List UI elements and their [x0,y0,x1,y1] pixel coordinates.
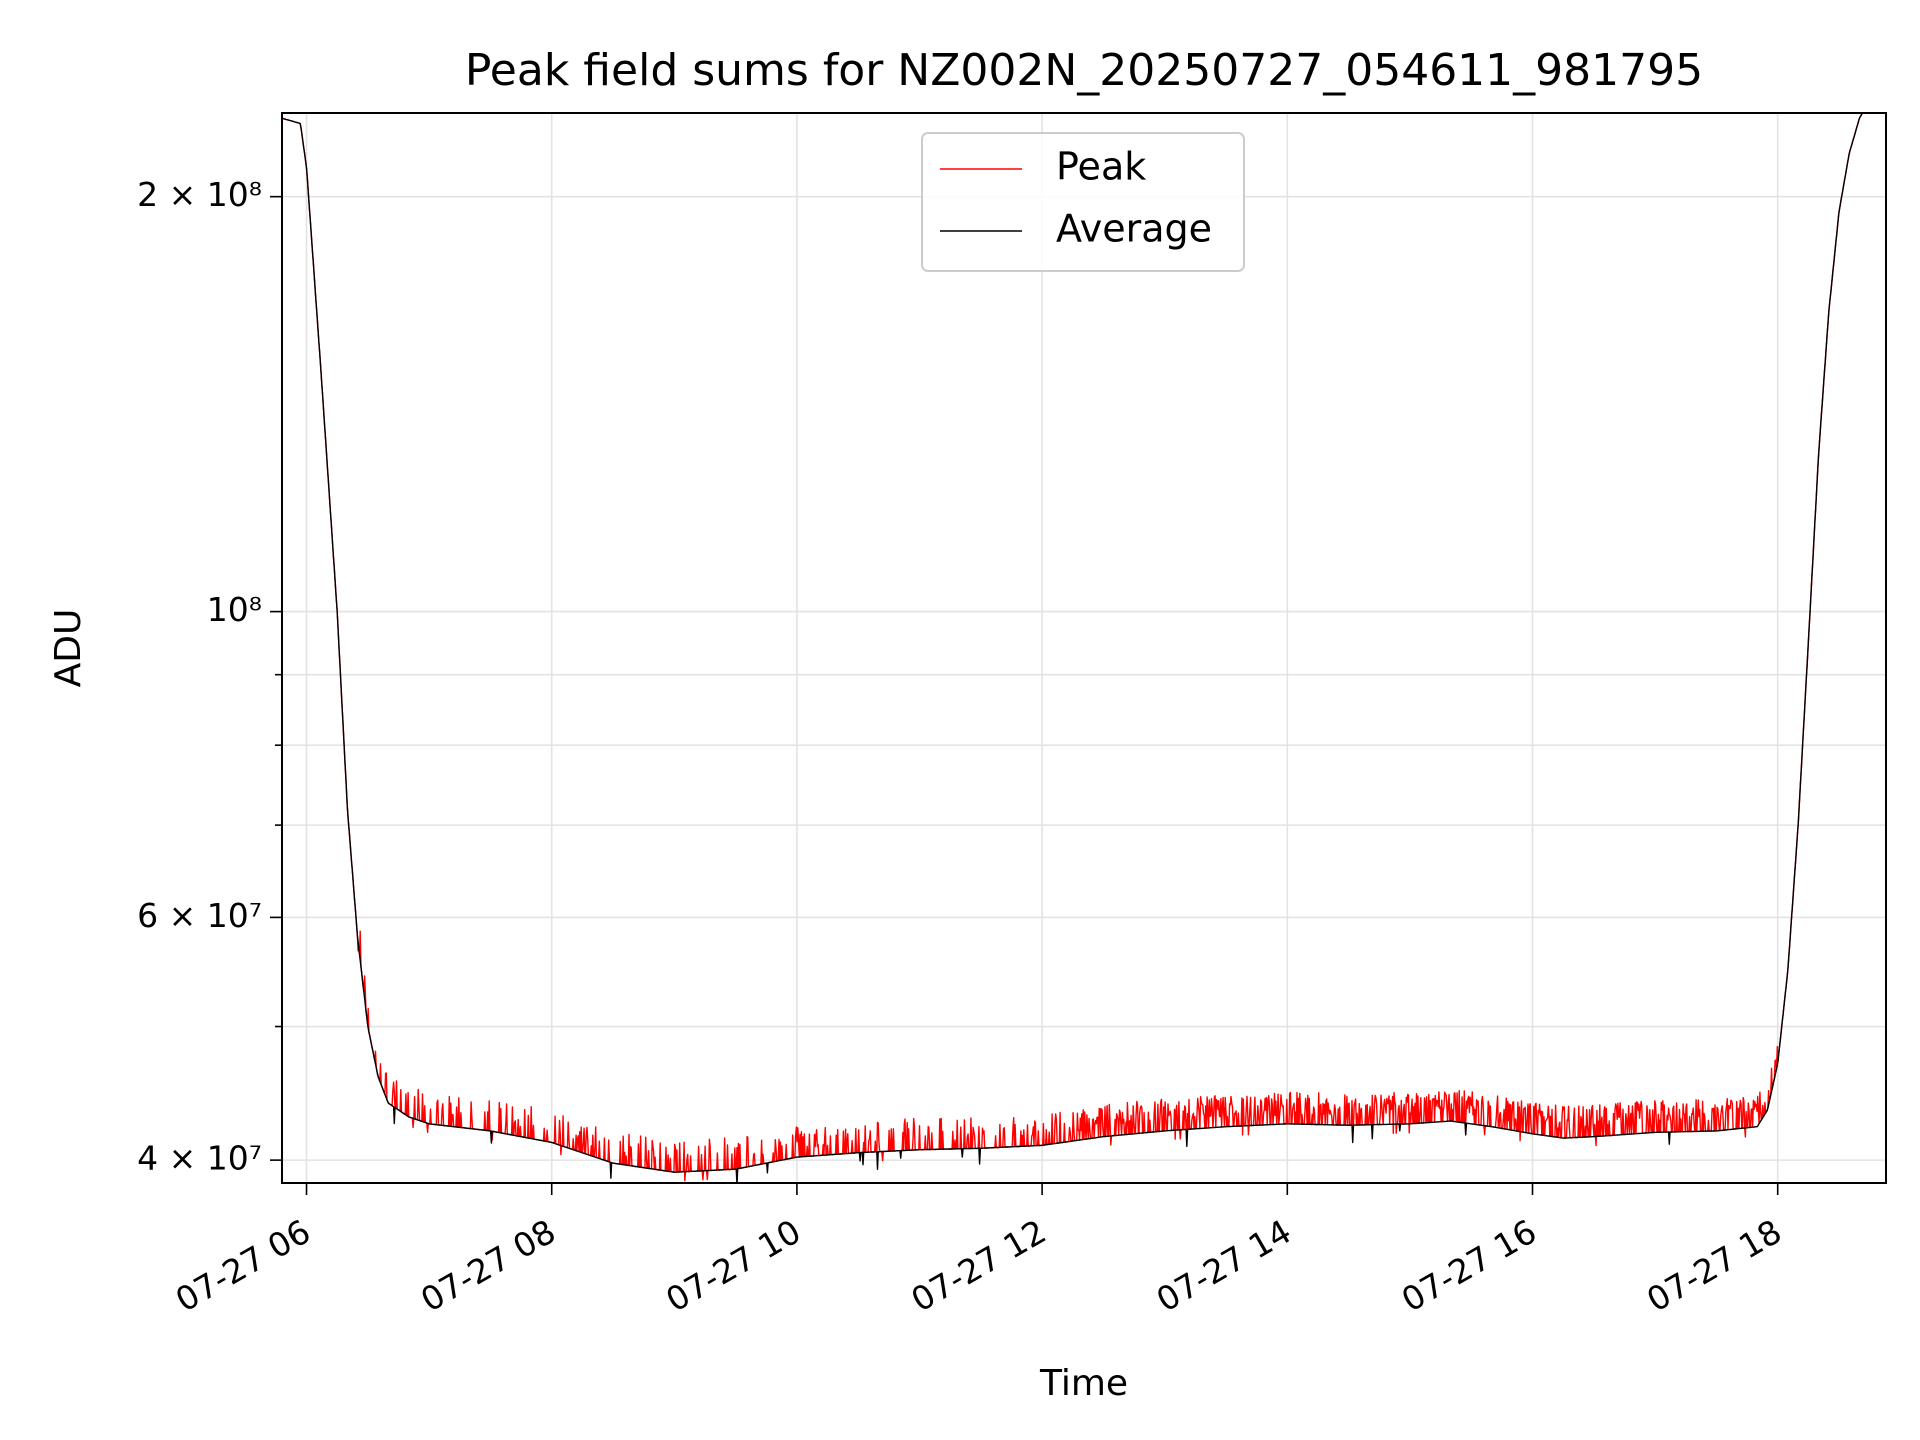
y-tick-label: 6 × 10⁷ [137,896,262,935]
axes-frame [281,112,1887,1184]
y-axis-label: ADU [48,609,89,688]
legend-label-peak: Peak [1056,145,1146,189]
legend-box [921,132,1245,272]
legend: Peak Average [921,132,1245,272]
legend-label-average: Average [1056,207,1212,251]
series-line-average [282,113,1864,1183]
series-layer [282,113,1864,1183]
chart-title: Peak field sums for NZ002N_20250727_0546… [465,45,1703,96]
x-axis-label: Time [1039,1363,1128,1404]
y-tick-label: 2 × 10⁸ [137,175,262,214]
y-tick-label: 4 × 10⁷ [137,1139,262,1178]
y-tick-label: 10⁸ [207,590,262,629]
